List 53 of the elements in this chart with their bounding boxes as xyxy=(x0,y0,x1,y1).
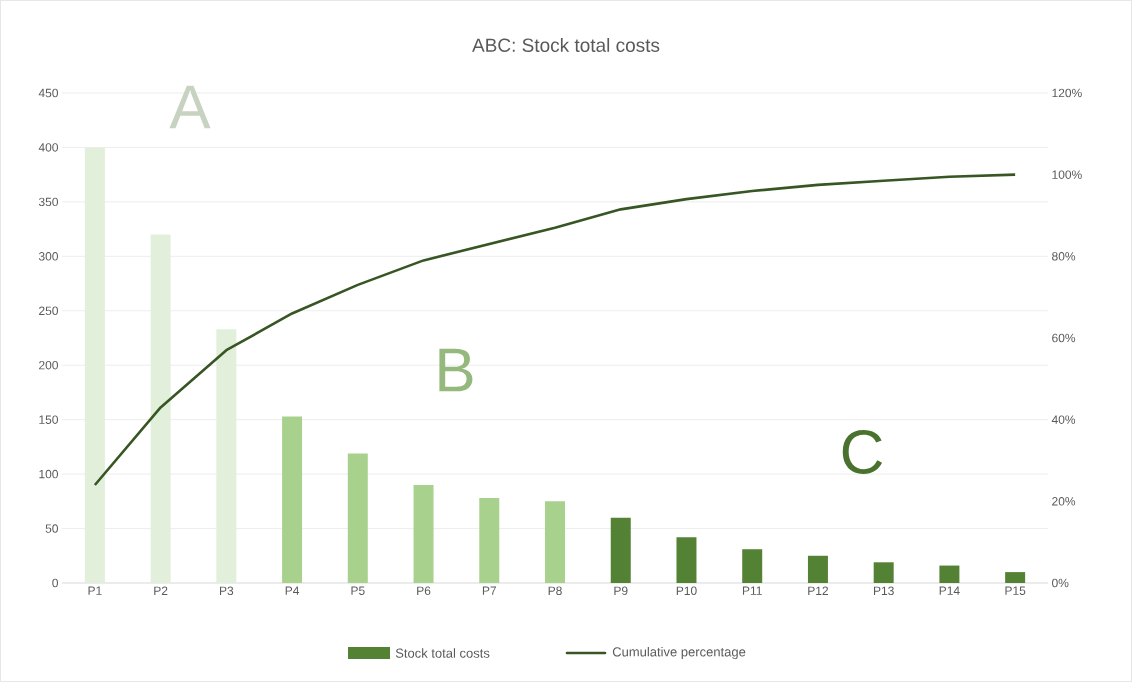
x-tick-label: P7 xyxy=(482,586,497,595)
x-tick-label: P15 xyxy=(1005,586,1026,595)
legend-label: Cumulative percentage xyxy=(612,646,746,660)
x-tick-label: P5 xyxy=(351,586,365,595)
x-tick-label: P3 xyxy=(219,586,234,596)
y-tick-label: 400 xyxy=(38,143,59,152)
x-tick-label: P13 xyxy=(873,586,894,596)
x-tick-label: P10 xyxy=(676,586,697,596)
x-tick-label: P6 xyxy=(417,586,431,596)
x-tick-label: P14 xyxy=(939,586,960,595)
bar xyxy=(413,484,434,583)
y2-tick-label: 60% xyxy=(1052,333,1076,343)
bar xyxy=(742,549,763,583)
bar xyxy=(676,537,697,583)
bar xyxy=(873,562,894,583)
x-tick-label: P9 xyxy=(614,586,628,596)
bar xyxy=(84,147,105,583)
bar xyxy=(282,416,303,583)
y2-tick-label: 120% xyxy=(1052,88,1082,98)
y2-tick-label: 20% xyxy=(1052,497,1076,506)
x-tick-label: P8 xyxy=(548,586,562,596)
y-tick-label: 450 xyxy=(38,88,59,98)
x-tick-label: P12 xyxy=(808,586,829,595)
y-tick-label: 0 xyxy=(52,578,59,588)
bar xyxy=(150,234,171,583)
bar xyxy=(545,501,566,583)
annotation: A xyxy=(169,85,211,129)
y2-tick-label: 100% xyxy=(1052,170,1082,179)
bar xyxy=(479,498,500,583)
y-tick-label: 150 xyxy=(39,415,59,424)
bar xyxy=(610,517,631,583)
annotation: B xyxy=(439,348,473,392)
y-tick-label: 200 xyxy=(39,360,59,370)
y-tick-label: 50 xyxy=(45,524,59,533)
chart-title: ABC: Stock total costs xyxy=(472,38,660,52)
x-tick-label: P4 xyxy=(285,586,300,595)
y2-tick-label: 40% xyxy=(1051,415,1076,424)
annotation: C xyxy=(842,430,883,474)
bar xyxy=(1005,572,1026,583)
y-tick-label: 250 xyxy=(39,306,59,316)
x-tick-label: P11 xyxy=(742,586,762,595)
bar xyxy=(216,329,237,583)
y2-tick-label: 80% xyxy=(1052,252,1076,261)
x-tick-label: P2 xyxy=(154,586,168,595)
x-tick-label: P1 xyxy=(88,586,102,595)
y-tick-label: 300 xyxy=(38,252,59,261)
bar xyxy=(939,565,960,583)
bar xyxy=(347,453,368,583)
y-tick-label: 350 xyxy=(38,197,59,207)
bar xyxy=(807,555,828,583)
legend-label: Stock total costs xyxy=(395,648,490,658)
y-tick-label: 100 xyxy=(39,469,59,479)
y2-tick-label: 0% xyxy=(1052,578,1069,588)
